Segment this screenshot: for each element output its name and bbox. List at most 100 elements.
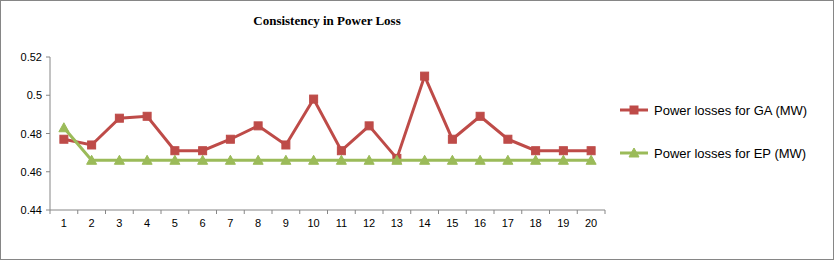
x-tick-label: 3: [116, 217, 122, 229]
data-point: [88, 141, 96, 149]
data-point: [309, 155, 319, 164]
x-tick-label: 8: [255, 217, 261, 229]
data-point: [60, 135, 68, 143]
legend-label: Power losses for GA (MW): [654, 103, 807, 118]
data-point: [504, 135, 512, 143]
x-tick-label: 4: [144, 217, 150, 229]
x-tick-label: 1: [61, 217, 67, 229]
x-tick: [188, 210, 189, 214]
data-point: [254, 122, 262, 130]
x-tick-label: 20: [585, 217, 597, 229]
data-point: [337, 147, 345, 155]
x-tick-label: 7: [227, 217, 233, 229]
data-point: [421, 72, 429, 80]
series-line: [64, 128, 591, 161]
data-point: [364, 155, 374, 164]
data-point: [225, 155, 235, 164]
data-point: [476, 112, 484, 120]
y-tick-label: 0.46: [21, 166, 42, 178]
y-tick-label: 0.44: [21, 204, 42, 216]
x-tick: [50, 210, 51, 214]
x-tick: [161, 210, 162, 214]
x-tick-label: 10: [308, 217, 320, 229]
x-tick-label: 9: [283, 217, 289, 229]
data-point: [199, 147, 207, 155]
data-point: [420, 155, 430, 164]
data-point: [310, 95, 318, 103]
x-tick: [438, 210, 439, 214]
x-tick: [355, 210, 356, 214]
data-point: [447, 155, 457, 164]
data-point: [87, 155, 97, 164]
data-point: [392, 155, 402, 164]
x-tick: [133, 210, 134, 214]
y-tick: [46, 95, 50, 96]
x-tick-label: 14: [419, 217, 431, 229]
data-point: [448, 135, 456, 143]
x-tick-label: 2: [89, 217, 95, 229]
chart-border: [1, 1, 834, 260]
data-point: [142, 155, 152, 164]
x-tick: [327, 210, 328, 214]
x-tick: [410, 210, 411, 214]
data-point: [559, 147, 567, 155]
y-tick: [46, 171, 50, 172]
legend-marker: [629, 148, 639, 157]
x-tick-label: 12: [363, 217, 375, 229]
x-tick-label: 13: [391, 217, 403, 229]
x-tick-label: 17: [502, 217, 514, 229]
x-tick: [494, 210, 495, 214]
x-tick-label: 18: [530, 217, 542, 229]
x-tick: [466, 210, 467, 214]
x-tick: [244, 210, 245, 214]
data-point: [171, 147, 179, 155]
data-point: [587, 147, 595, 155]
x-tick: [105, 210, 106, 214]
x-tick: [77, 210, 78, 214]
x-tick: [272, 210, 273, 214]
data-point: [282, 141, 290, 149]
x-tick: [299, 210, 300, 214]
y-tick: [46, 57, 50, 58]
plot-area: [59, 72, 596, 164]
x-tick: [521, 210, 522, 214]
data-point: [59, 123, 69, 132]
legend-marker: [630, 106, 638, 114]
data-point: [586, 155, 596, 164]
data-point: [114, 155, 124, 164]
x-tick-label: 6: [200, 217, 206, 229]
y-tick-label: 0.5: [27, 89, 42, 101]
data-point: [475, 155, 485, 164]
x-tick-label: 5: [172, 217, 178, 229]
x-tick-label: 11: [336, 217, 347, 229]
data-point: [115, 114, 123, 122]
y-tick-label: 0.48: [21, 128, 42, 140]
data-point: [558, 155, 568, 164]
data-point: [532, 147, 540, 155]
x-tick: [549, 210, 550, 214]
data-point: [253, 155, 263, 164]
y-tick: [46, 133, 50, 134]
data-point: [281, 155, 291, 164]
y-tick-label: 0.52: [21, 51, 42, 63]
x-tick: [577, 210, 578, 214]
data-point: [531, 155, 541, 164]
x-tick: [383, 210, 384, 214]
series-line: [64, 76, 591, 158]
x-tick-label: 15: [446, 217, 458, 229]
x-tick-label: 19: [557, 217, 569, 229]
legend-label: Power losses for EP (MW): [654, 146, 806, 161]
title: Consistency in Power Loss: [253, 13, 400, 28]
x-tick: [216, 210, 217, 214]
y-tick: [46, 210, 50, 211]
data-point: [143, 112, 151, 120]
x-tick-label: 16: [474, 217, 486, 229]
data-point: [365, 122, 373, 130]
chart: Consistency in Power Loss 0.44 0.46 0.48 0.5…: [0, 0, 834, 260]
data-point: [226, 135, 234, 143]
data-point: [336, 155, 346, 164]
data-point: [198, 155, 208, 164]
x-tick: [605, 210, 606, 214]
data-point: [503, 155, 513, 164]
data-point: [170, 155, 180, 164]
